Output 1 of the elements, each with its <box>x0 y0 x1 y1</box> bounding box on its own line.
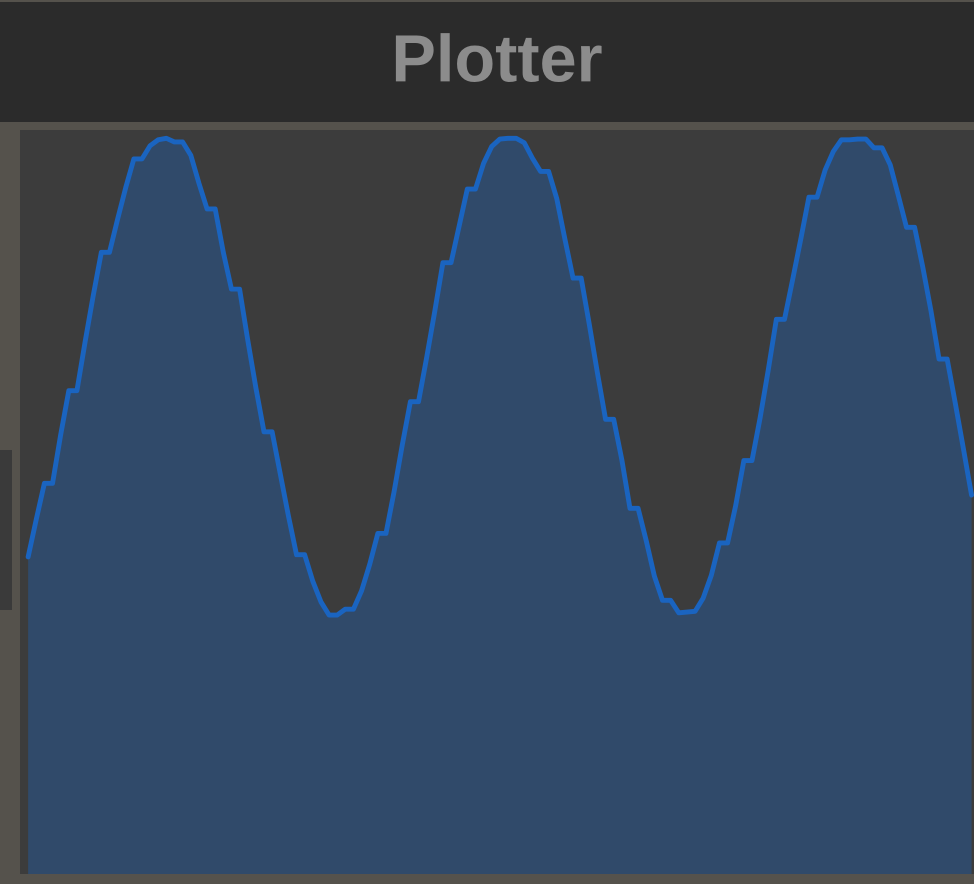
chart-title: Plotter <box>396 33 602 82</box>
